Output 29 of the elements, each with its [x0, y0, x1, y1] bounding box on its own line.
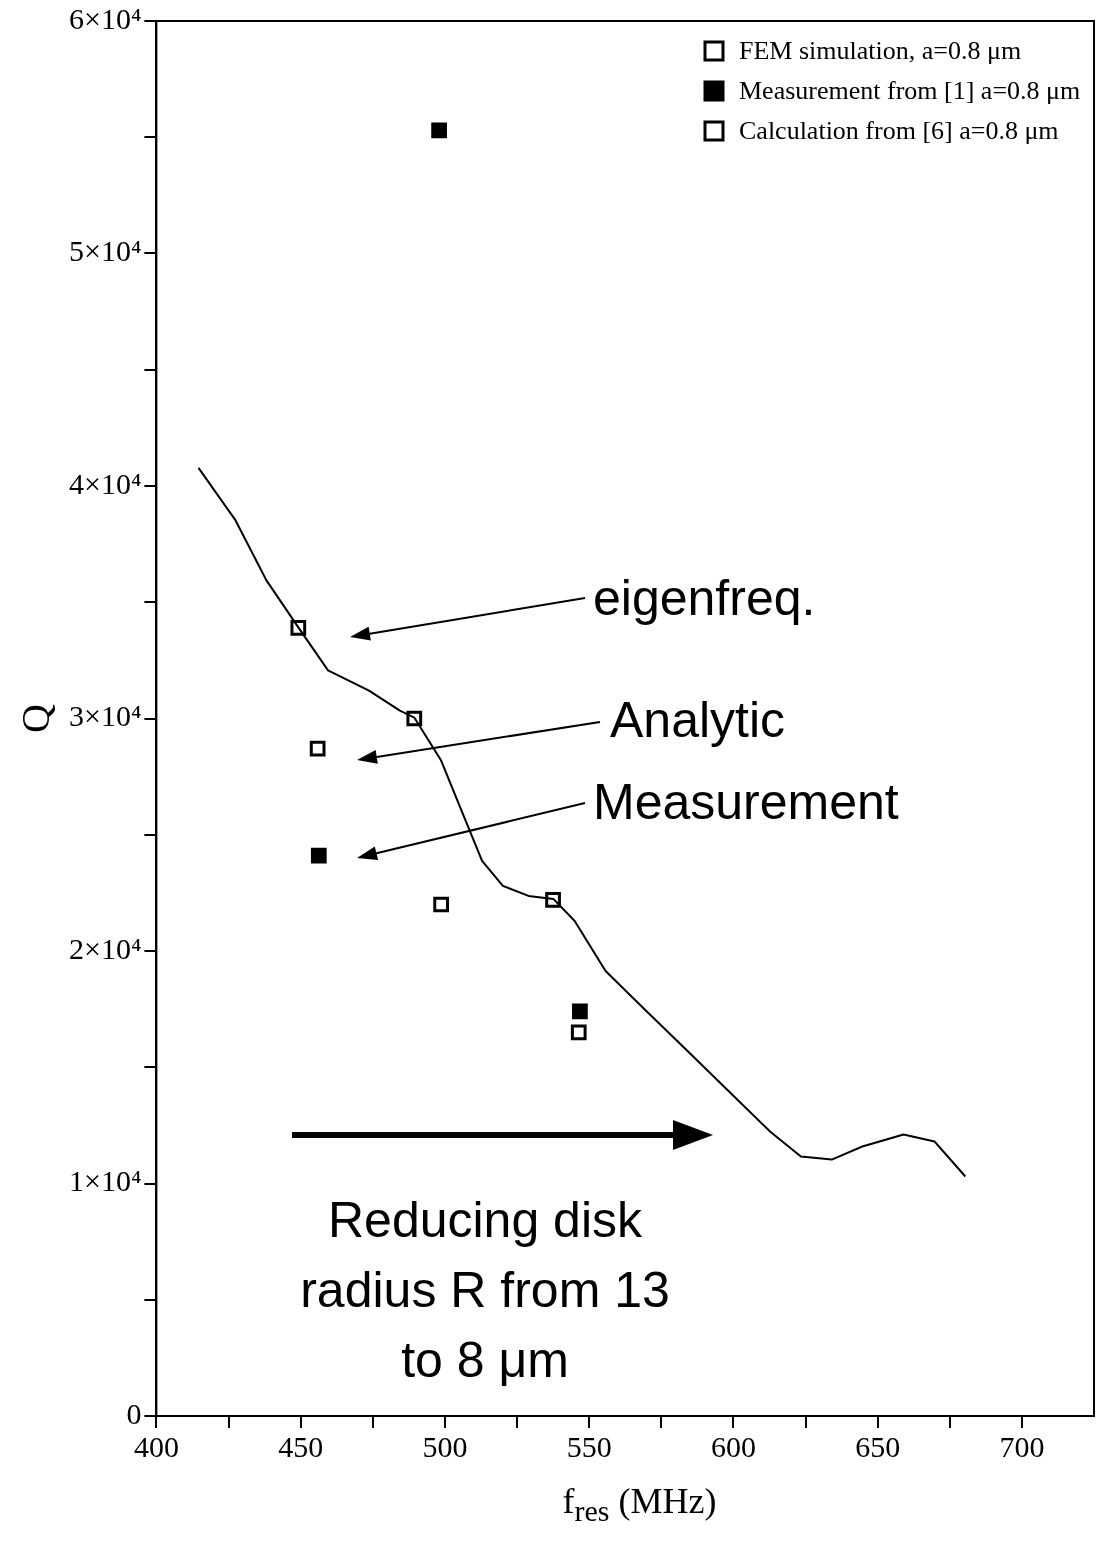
point — [433, 896, 449, 913]
point — [572, 1003, 588, 1020]
annotation: Measurement — [593, 773, 899, 832]
y-tick-label: 4×10⁴ — [68, 466, 142, 500]
y-tick-label: 6×10⁴ — [68, 1, 142, 35]
x-tick-label: 600 — [710, 1429, 756, 1463]
x-tick-label: 450 — [278, 1429, 324, 1463]
legend-label: Measurement from [1] a=0.8 μm — [739, 76, 1081, 106]
x-tick-label: 500 — [422, 1429, 468, 1463]
point — [309, 740, 326, 757]
y-tick-label: 2×10⁴ — [68, 931, 142, 965]
legend-label: Calculation from [6] a=0.8 μm — [739, 116, 1059, 146]
annotation: Analytic — [610, 691, 786, 750]
y-axis-title: Q — [12, 703, 58, 733]
y-tick-label: 0 — [126, 1396, 142, 1430]
point — [310, 847, 327, 864]
x-tick-label: 550 — [566, 1429, 612, 1463]
point — [431, 122, 447, 139]
y-tick-label: 1×10⁴ — [68, 1164, 142, 1198]
annotation: Reducing disk radius R from 13 to 8 μm — [300, 1191, 670, 1390]
x-tick-label: 650 — [855, 1429, 901, 1463]
point — [570, 1024, 587, 1041]
y-tick-label: 3×10⁴ — [68, 699, 142, 733]
legend-label: FEM simulation, a=0.8 μm — [739, 36, 1022, 66]
y-tick-label: 5×10⁴ — [68, 234, 142, 268]
x-tick-label: 400 — [133, 1429, 179, 1463]
x-axis-title: f$_{res}$ (MHz) — [561, 1480, 718, 1529]
x-tick-label: 700 — [999, 1429, 1045, 1463]
annotation: eigenfreq. — [593, 569, 816, 628]
